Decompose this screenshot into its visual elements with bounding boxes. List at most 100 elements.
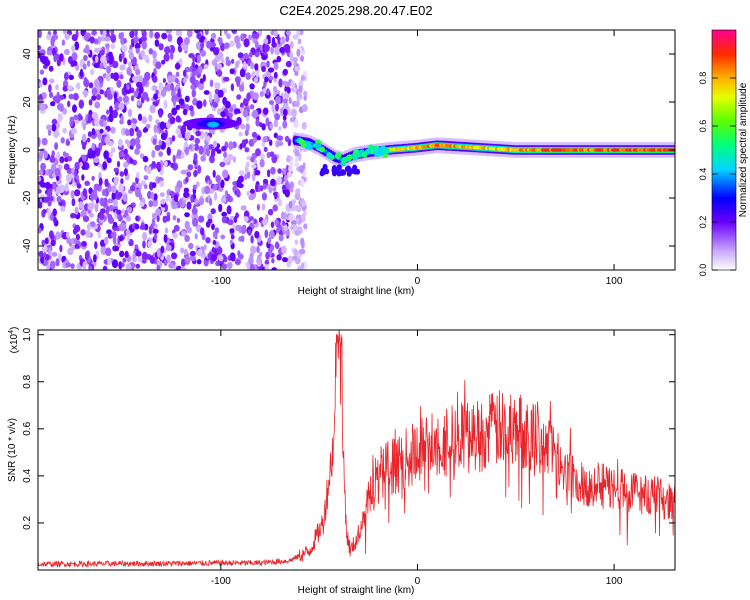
spectrogram-cell (105, 247, 112, 257)
spectrogram-cell (188, 242, 194, 250)
spectrogram-cell (218, 254, 224, 262)
spectrogram-cell (190, 195, 194, 204)
spectrogram-cell (88, 265, 93, 270)
spectrogram-cell (63, 163, 70, 171)
spectrogram-cell (281, 220, 285, 227)
spectrogram-cell (196, 54, 201, 64)
spectrogram-cell (262, 192, 267, 201)
spectrogram-cell (209, 79, 214, 88)
spectrogram-cell (185, 176, 189, 183)
spectrogram-cell (129, 185, 136, 192)
spectrogram-cell (278, 78, 283, 88)
spectrogram-cell (189, 250, 196, 257)
spectrogram-cell (269, 123, 274, 130)
spectrogram-cell (203, 99, 207, 107)
spectrogram-cell (52, 34, 59, 40)
spectrogram-cell (184, 212, 190, 218)
spectrogram-cell (255, 148, 261, 157)
spectrogram-cell (274, 192, 278, 200)
spectrogram-cell (152, 138, 157, 146)
spectrogram-cell (120, 222, 127, 232)
spectrogram-cell (184, 95, 190, 103)
spectrogram-cell (200, 41, 205, 49)
spectrogram-cell (255, 183, 259, 193)
spectrogram-cell (87, 114, 91, 124)
spectrogram-cell (67, 156, 73, 162)
spectrogram-cell (228, 141, 234, 151)
spectrogram-cell (281, 184, 287, 191)
spectrogram-cell (69, 116, 75, 124)
x-tick-label: 0 (415, 276, 421, 287)
spectrogram-cell (289, 117, 296, 123)
spectrogram-cell (38, 227, 42, 234)
spectrogram-cell (151, 212, 158, 219)
spectrogram-cell (119, 74, 124, 80)
spectrogram-cell (184, 220, 190, 230)
spectrogram-cell (303, 90, 308, 97)
spectrogram-cell (301, 104, 308, 113)
spectrogram-cell (129, 30, 135, 39)
y-tick-label: 20 (22, 96, 33, 108)
spectrogram-cell (245, 123, 250, 132)
spectrogram-cell (86, 60, 91, 67)
spectrogram-cell (244, 173, 248, 180)
spectrogram-cell (207, 144, 215, 150)
spectrogram-cell (180, 267, 187, 270)
spectrogram-cell (151, 182, 157, 189)
spectrogram-cell (128, 61, 133, 68)
spectrogram-cell (242, 61, 247, 70)
spectrogram-cell (152, 75, 158, 83)
spectrogram-cell (352, 168, 358, 175)
spectrogram-cell (196, 31, 202, 40)
spectrogram-cell (136, 143, 141, 150)
spectrogram-cell (123, 168, 128, 177)
spectrogram-cell (254, 169, 261, 176)
spectrogram-cell (83, 54, 88, 62)
spectrogram-cell (278, 126, 282, 131)
spectrogram-cell (176, 180, 183, 189)
spectrogram-cell (77, 113, 82, 122)
spectrogram-cell (245, 72, 251, 80)
spectrogram-cell (136, 129, 142, 139)
spectrogram-cell (55, 175, 60, 182)
spectrogram-cell (212, 184, 218, 191)
spectrogram-cell (145, 123, 151, 129)
spectrogram-cell (99, 212, 105, 221)
spectrogram-cell (158, 151, 164, 157)
spectrogram-cell (234, 35, 241, 44)
spectrogram-cell (252, 109, 259, 119)
y-tick-label: 0 (22, 147, 33, 153)
spectrogram-cell (286, 171, 293, 178)
figure-title: C2E4.2025.298.20.47.E02 (279, 3, 432, 18)
spectrogram-cell (257, 257, 262, 264)
spectrogram-cell (138, 75, 143, 84)
spectrogram-cell (147, 190, 152, 200)
spectrogram-cell (208, 179, 213, 185)
spectrogram-cell (168, 262, 175, 269)
spectrogram-cell (294, 193, 301, 201)
spectrogram-cell (172, 232, 178, 239)
spectrogram-cell (240, 123, 246, 130)
spectrogram-cell (156, 161, 161, 171)
spectrogram-cell (221, 263, 228, 270)
spectrogram-cell (228, 106, 234, 113)
spectrogram-cell (198, 83, 205, 91)
spectrogram-cell (112, 199, 119, 207)
spectrogram-cell (199, 35, 206, 41)
spectrogram-cell (67, 85, 73, 90)
spectrogram-cell (207, 218, 213, 224)
spectrogram-cell (170, 82, 174, 91)
spectrogram-cell (82, 122, 87, 131)
spectrogram-cell (263, 146, 268, 152)
spectrogram-cell (138, 85, 144, 95)
spectrogram-cell (282, 98, 288, 104)
spectrogram-cell (165, 30, 172, 34)
spectrogram-cell (158, 43, 164, 51)
spectrogram-cell (200, 49, 206, 57)
spectrogram-cell (56, 151, 61, 161)
spectrogram-cell (171, 135, 176, 142)
spectrogram-cell (275, 96, 281, 105)
spectrogram-cell (185, 146, 189, 156)
spectrogram-cell (38, 169, 44, 176)
spectrogram-cell (51, 119, 58, 125)
